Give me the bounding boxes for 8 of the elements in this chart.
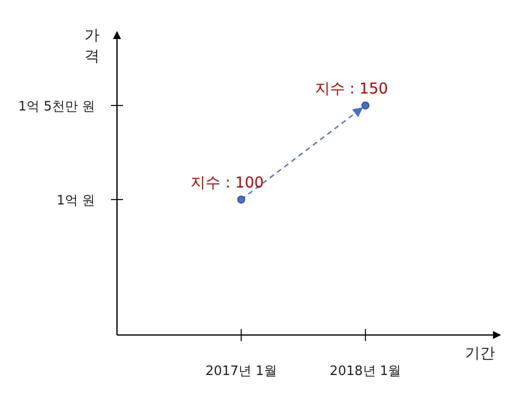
annotation: 지수 : 150 [314, 79, 388, 98]
y-axis-title: 가격 [84, 26, 100, 65]
annotation: 지수 : 100 [190, 174, 264, 192]
x-tick-label: 2017년 1월 [205, 364, 277, 379]
text: 1억 원 [56, 194, 95, 209]
x-axis-title: 기간 [465, 344, 495, 362]
text: 1억 5천만 원 [18, 99, 95, 114]
x-tick-label: 2018년 1월 [330, 364, 402, 379]
